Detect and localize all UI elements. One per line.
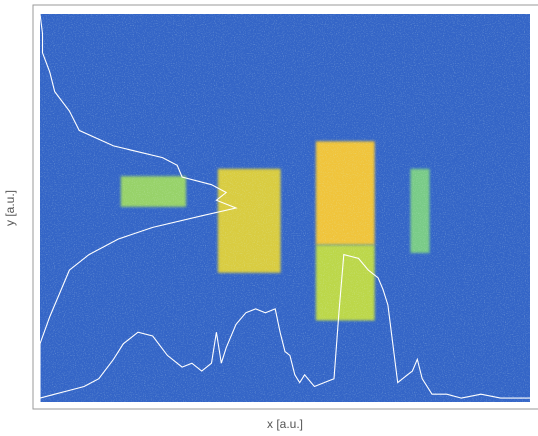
plot-frame bbox=[32, 4, 538, 410]
x-axis-label: x [a.u.] bbox=[267, 417, 303, 431]
y-axis-label: y [a.u.] bbox=[3, 190, 17, 226]
x-profile-line bbox=[40, 253, 530, 399]
y-profile-line bbox=[40, 14, 238, 402]
heatmap-noise bbox=[40, 14, 530, 402]
plot-area bbox=[40, 14, 530, 402]
